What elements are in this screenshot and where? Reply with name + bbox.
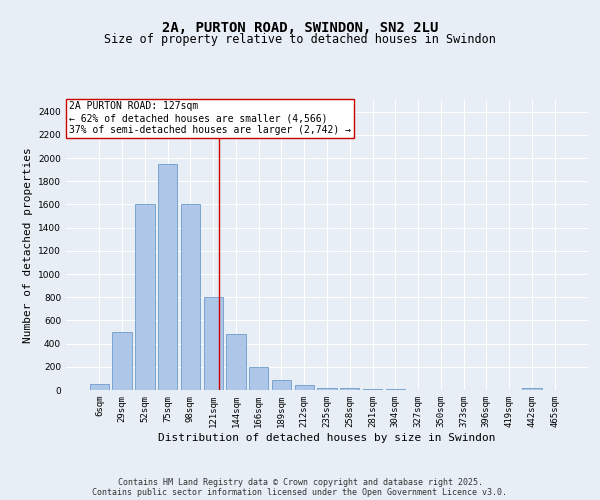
Bar (181, 204, 200, 390)
Text: Size of property relative to detached houses in Swindon: Size of property relative to detached ho… (104, 34, 496, 46)
Bar (317, 388, 337, 390)
Bar (203, 297, 223, 390)
Bar (112, 332, 132, 390)
Bar (363, 389, 382, 390)
Bar (522, 388, 542, 390)
X-axis label: Distribution of detached houses by size in Swindon: Distribution of detached houses by size … (158, 432, 496, 442)
Text: 2A, PURTON ROAD, SWINDON, SN2 2LU: 2A, PURTON ROAD, SWINDON, SN2 2LU (162, 20, 438, 34)
Bar (295, 386, 314, 390)
Text: Contains HM Land Registry data © Crown copyright and database right 2025.
Contai: Contains HM Land Registry data © Crown c… (92, 478, 508, 497)
Bar (158, 164, 178, 390)
Bar (90, 384, 109, 390)
Bar (135, 204, 155, 390)
Y-axis label: Number of detached properties: Number of detached properties (23, 147, 32, 343)
Bar (272, 380, 291, 390)
Bar (340, 388, 359, 390)
Text: 2A PURTON ROAD: 127sqm
← 62% of detached houses are smaller (4,566)
37% of semi-: 2A PURTON ROAD: 127sqm ← 62% of detached… (68, 102, 350, 134)
Bar (226, 334, 245, 390)
Bar (249, 367, 268, 390)
